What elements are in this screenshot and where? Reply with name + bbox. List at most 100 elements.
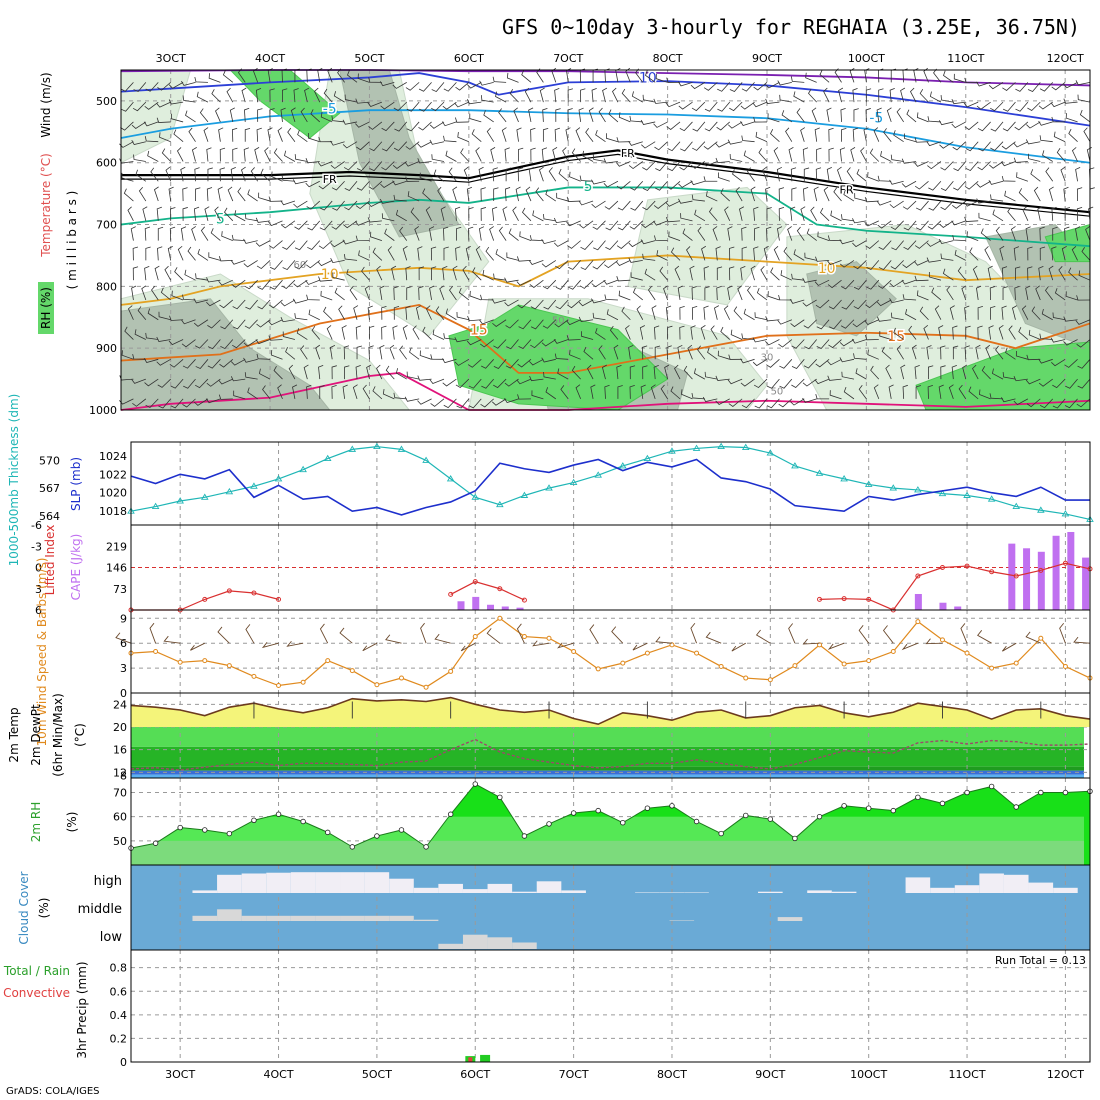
wind-frame: [130, 609, 1091, 694]
wind-barb: [310, 109, 321, 123]
wind-barb: [458, 287, 470, 301]
wind-barb: [641, 141, 656, 149]
wind-barb: [182, 207, 188, 221]
wind-barb: [727, 285, 733, 301]
wind-barb: [629, 385, 635, 399]
wind-barb: [616, 364, 622, 380]
run-total-label: Run Total = 0.13: [995, 954, 1086, 967]
wind-speed-point: [448, 668, 454, 674]
wind-barb: [778, 339, 793, 348]
wind-barb: [790, 319, 805, 328]
wind-barb: [493, 378, 507, 389]
wind-barb: [392, 82, 407, 89]
wind-barb: [1078, 270, 1091, 281]
wind-barb: [841, 214, 855, 222]
wind-barb-10m: [319, 623, 329, 644]
wind-barb: [277, 127, 283, 142]
wind-barb: [406, 371, 420, 380]
wind-barb: [516, 127, 522, 142]
wind-barb: [205, 398, 221, 404]
wind-barb: [481, 359, 494, 369]
cape-bar: [1023, 548, 1031, 610]
wind-barb: [491, 298, 507, 304]
wind-barb: [132, 266, 139, 281]
wind-barb: [989, 161, 1004, 169]
wind-barb: [410, 207, 420, 222]
wind-barb: [569, 171, 581, 182]
wind-barb: [750, 265, 756, 281]
wind-barb: [356, 161, 370, 172]
thickness-point: [1037, 506, 1045, 513]
wind-barb: [843, 189, 855, 202]
cloud-high-cell: [340, 872, 365, 893]
wind-barb: [961, 285, 967, 301]
wind-barb: [604, 384, 610, 399]
wind-barb: [1054, 288, 1066, 301]
wind-barb: [131, 139, 146, 146]
wind-barb: [287, 127, 296, 142]
lifted-index-point: [226, 588, 232, 594]
thickness-point: [815, 469, 824, 476]
wind-barb: [1075, 80, 1091, 86]
wind-barb: [531, 390, 544, 400]
wind-barb: [517, 167, 524, 182]
wind-barb: [314, 87, 321, 103]
wind-barb: [697, 345, 706, 360]
wind-barb: [144, 266, 150, 281]
wind-barb: [121, 172, 134, 182]
wind-barb: [232, 299, 246, 310]
wind-barb: [528, 260, 544, 265]
cloud-high-cell: [831, 891, 857, 893]
wind-barb-10m: [827, 642, 845, 650]
wind-barb: [330, 161, 345, 169]
wind-barb: [393, 101, 408, 111]
upper-air-frame: [120, 69, 1091, 411]
wind-barb: [865, 240, 880, 249]
wind-barb: [355, 98, 370, 104]
wind-barb: [422, 326, 432, 340]
wind-barb: [293, 200, 308, 208]
wind-barb: [827, 260, 842, 266]
wind-barb: [783, 246, 793, 261]
wind-barb: [806, 228, 817, 241]
wind-barb: [429, 285, 435, 301]
wind-barb: [598, 107, 606, 123]
wind-barb: [430, 354, 445, 360]
wind-barb: [840, 319, 855, 329]
wind-barb: [580, 260, 594, 271]
wind-barb: [1027, 266, 1033, 281]
wind-barb: [530, 319, 544, 330]
wind-barb: [998, 325, 1004, 340]
dew-band-deep: [131, 766, 1084, 771]
wind-barb: [839, 339, 855, 347]
cape-bar: [1052, 535, 1060, 610]
wind-barb: [665, 216, 681, 223]
li-tick: -3: [31, 540, 42, 553]
x-tick-top: 4OCT: [255, 52, 285, 65]
wind-barb: [690, 82, 706, 90]
wind-barb: [493, 273, 507, 281]
wind-barb: [307, 220, 321, 231]
wind-speed-point: [398, 675, 404, 681]
wind-speed-point: [521, 634, 527, 640]
wind-barb: [431, 154, 445, 162]
wind-barb: [604, 294, 618, 301]
x-tick-bottom: 5OCT: [362, 1068, 392, 1081]
wind-barb: [195, 359, 209, 369]
wind-barb: [603, 158, 618, 164]
wind-barb-10m: [420, 622, 427, 644]
isotherm-label: 15: [470, 323, 488, 339]
wind-barb: [864, 319, 879, 325]
wind-barb: [430, 266, 437, 281]
wind-speed-point: [841, 661, 847, 667]
wind-barb: [914, 275, 929, 282]
rh2m-point: [865, 805, 872, 811]
wind-barb: [1050, 337, 1066, 343]
wind-barb: [990, 141, 1004, 151]
wind-barb: [877, 279, 892, 289]
wind-barb: [770, 129, 780, 143]
wind-barb: [928, 200, 942, 211]
wind-barb: [691, 194, 705, 202]
wind-barb: [194, 167, 200, 182]
thickness-point: [151, 502, 160, 510]
